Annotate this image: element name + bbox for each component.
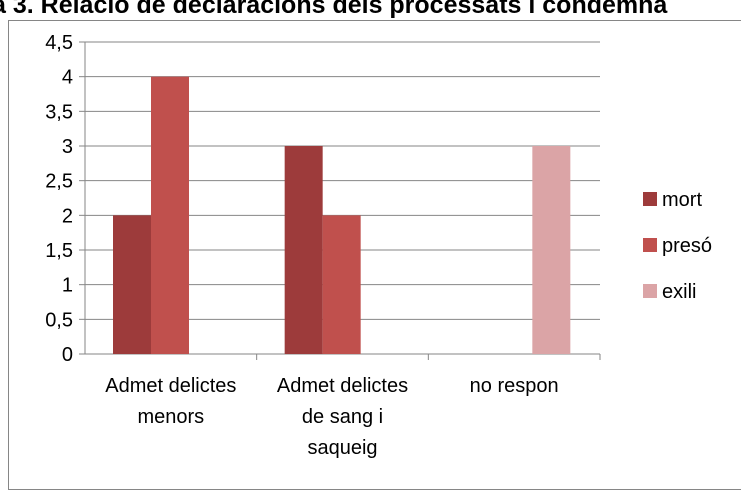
- legend-swatch-presó: [643, 238, 657, 252]
- y-tick-label: 1: [62, 275, 73, 297]
- legend-label-presó: presó: [662, 235, 712, 257]
- y-tick-label: 2,5: [45, 171, 73, 193]
- bar-mort: [284, 146, 323, 354]
- bar-chart: 0 0,5 1 1,5 2 2,5 3 3,5 4 4,5 Admet delictes menors…: [45, 32, 712, 459]
- y-tick-label: 3: [62, 136, 73, 158]
- y-tick-label: 1,5: [45, 240, 73, 262]
- y-tick-label: 2: [62, 205, 73, 227]
- y-tick-label: 0,5: [45, 309, 73, 331]
- bar-presó: [322, 215, 361, 354]
- bar-mort: [113, 215, 151, 354]
- x-tick-label: saqueig: [307, 437, 377, 459]
- y-tick-label: 4: [62, 67, 73, 89]
- bar-presó: [151, 76, 189, 355]
- x-tick-label: menors: [137, 406, 204, 428]
- legend-swatch-mort: [643, 192, 657, 206]
- bar-exili: [532, 146, 571, 354]
- legend-swatch-exili: [643, 284, 657, 298]
- x-tick-label: Admet delictes: [277, 375, 408, 397]
- y-tick-label: 4,5: [45, 32, 73, 54]
- legend-label-exili: exili: [662, 281, 696, 303]
- chart-title: a 3. Relació de declaracions dels proces…: [0, 0, 668, 19]
- x-tick-label: de sang i: [302, 406, 383, 428]
- x-tick-label: Admet delictes: [105, 375, 236, 397]
- y-tick-label: 0: [62, 344, 73, 366]
- x-tick-label: no respon: [470, 375, 559, 397]
- y-tick-label: 3,5: [45, 101, 73, 123]
- legend-label-mort: mort: [662, 189, 702, 211]
